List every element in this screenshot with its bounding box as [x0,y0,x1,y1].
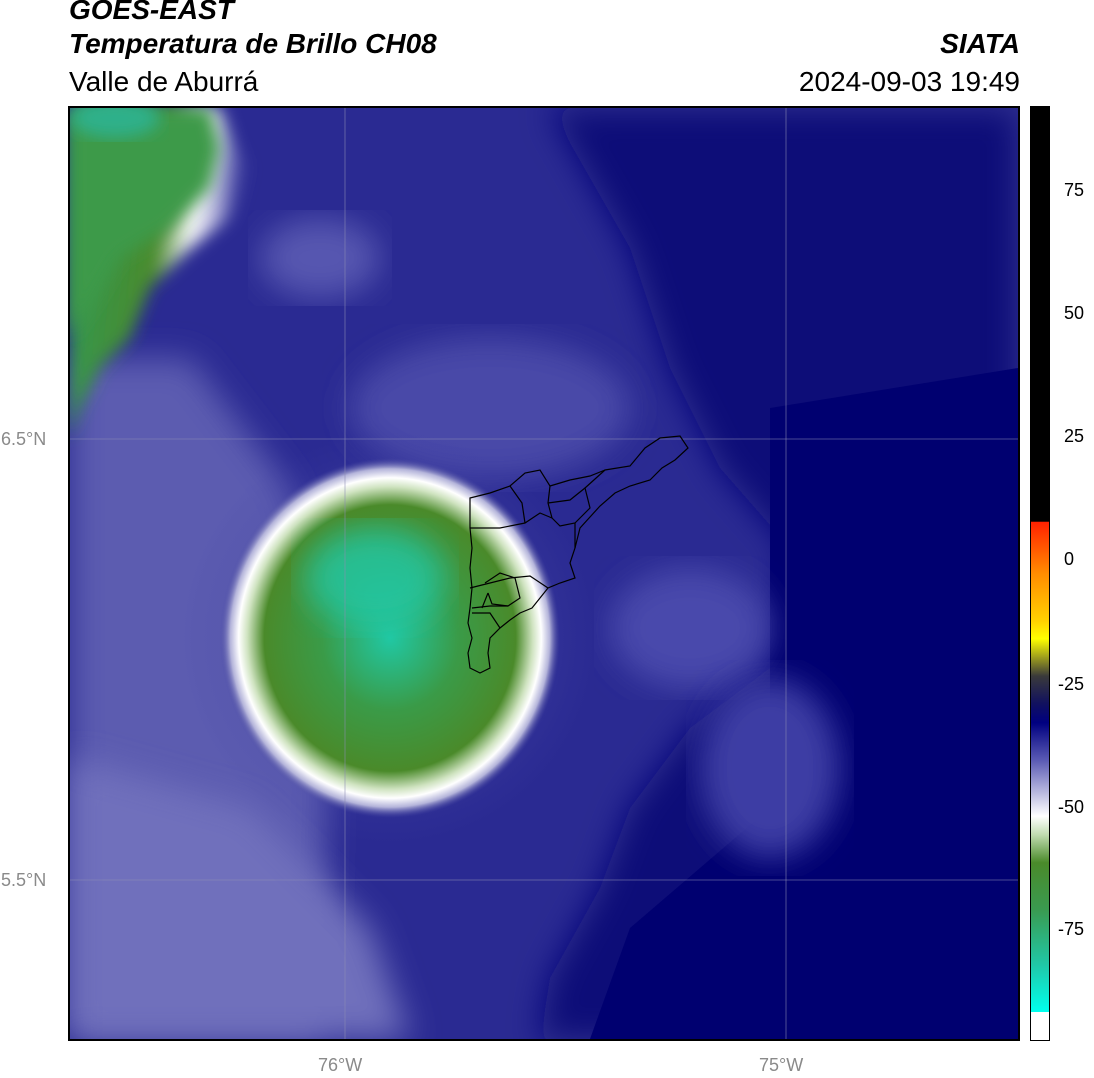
satellite-map[interactable] [68,106,1020,1041]
satellite-title: GOES-EAST [69,0,234,25]
colorbar-tick-neg25: -25 [1058,674,1085,694]
timestamp-label: 2024-09-03 19:49 [798,66,1020,97]
colorbar-tick-75: 75 [1064,180,1085,200]
lat-label-5-5n: 5.5°N [1,870,47,890]
colorbar-tick-neg50: -50 [1058,797,1085,817]
municipal-boundaries [467,435,689,674]
organization-label: SIATA [940,28,1020,59]
lon-label-75w: 75°W [759,1055,804,1075]
colorbar-tick-50: 50 [1064,303,1085,323]
product-title: Temperatura de Brillo CH08 [69,28,437,59]
brightness-temperature-field [70,108,1018,1039]
colorbar-tick-25: 25 [1064,426,1085,446]
region-subtitle: Valle de Aburrá [69,66,259,97]
colorbar-tick-0: 0 [1064,549,1075,569]
lon-label-76w: 76°W [318,1055,363,1075]
colorbar-tick-neg75: -75 [1058,919,1085,939]
lat-label-6-5n: 6.5°N [1,429,47,449]
temperature-colorbar [1030,106,1050,1041]
